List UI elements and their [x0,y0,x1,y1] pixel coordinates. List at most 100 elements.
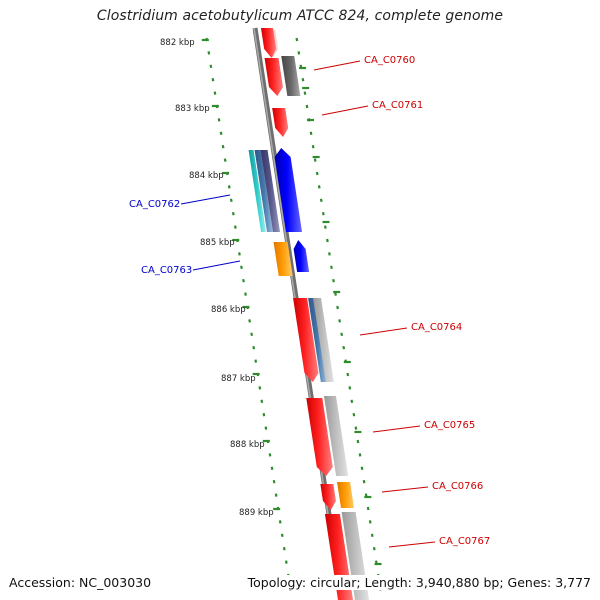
gene-label-leader [359,327,408,336]
gene-feature [337,482,355,508]
kbp-label: 886 kbp [211,305,246,315]
tick-dot [340,332,344,337]
tick-dot [366,506,370,511]
gene-label[interactable]: CA_C0764 [411,322,462,333]
tick-dot [252,345,256,350]
gene-label[interactable]: CA_C0766 [432,481,483,492]
gene-feature [323,396,349,476]
tick-dot [323,225,327,229]
tick-dot [328,252,331,256]
tick-dot [280,533,284,538]
gene-feature [264,58,283,96]
kbp-label: 889 kbp [239,508,274,518]
tick-dot [336,305,339,310]
gene-label[interactable]: CA_C0761 [372,100,423,111]
tick-dot [268,453,272,457]
tick-dot [244,292,247,296]
tick-dot [368,520,372,524]
tick-dot [240,265,243,270]
tick-dot [227,185,231,189]
tick-dot [270,466,274,471]
kbp-label: 887 kbp [221,374,256,384]
tick-dot [326,238,329,243]
gene-feature [254,150,274,232]
tick-dot [319,198,323,203]
gene-label-leader [313,60,361,71]
tick-dot [278,520,282,524]
gene-feature [293,298,319,382]
gene-label-leader [372,425,421,433]
tick-dot [284,560,288,564]
genome-stats-text: Topology: circular; Length: 3,940,880 bp… [245,575,591,590]
tick-dot [272,479,276,484]
tick-dot [350,399,354,404]
kbp-label: 888 kbp [230,440,265,450]
tick-dot [248,319,251,323]
gene-feature [274,148,303,232]
tick-dot [309,131,313,136]
tick-dot [317,185,321,189]
gene-labels: CA_C0760 CA_C0761 CA_C0762 CA_C0763 CA_C0764… [129,55,490,548]
tick-dot [342,345,346,350]
tick-dot [233,225,237,229]
tick-dot [254,359,258,363]
gene-features [248,28,369,600]
gene-label[interactable]: CA_C0760 [364,55,415,66]
gene-label-leader [192,260,241,271]
tick-dot [260,399,264,404]
tick-dot [219,131,223,136]
tick-dot [217,118,221,122]
gene-feature [308,298,327,382]
kbp-scale-labels: 882 kbp 883 kbp 884 kbp 885 kbp 886 kbp 887 k… [160,38,274,585]
tick-dot [360,466,364,471]
tick-dot [231,211,235,216]
gene-label-leader [388,541,436,548]
tick-dot [370,533,374,538]
tick-dot [358,453,362,457]
gene-feature [293,240,310,272]
tick-dot [301,77,305,82]
gene-feature [272,108,289,137]
tick-dot [313,158,317,162]
gene-feature [306,398,333,476]
gene-label[interactable]: CA_C0767 [439,536,490,547]
tick-dot [223,158,227,162]
gene-label-leader [180,194,231,205]
tick-dot [213,91,217,95]
gene-feature [260,150,281,232]
tick-dot [282,546,286,551]
tick-dot [297,51,301,55]
tick-dot [211,77,215,82]
kbp-label: 882 kbp [160,38,195,48]
tick-dot [274,493,278,497]
tick-dot [221,144,225,149]
tick-dot [352,412,356,417]
tick-dot [362,479,366,484]
tick-dot [338,319,341,323]
tick-dot [238,252,241,256]
genome-title: Clostridium acetobutylicum ATCC 824, com… [96,8,504,24]
tick-dot [229,198,233,203]
tick-dot [305,104,309,109]
tick-dot [321,211,325,216]
gene-label[interactable]: CA_C0763 [141,265,192,276]
tick-dot [303,91,307,95]
gene-feature [281,56,301,96]
tick-dot [354,426,358,430]
tick-dot [242,278,245,283]
inner-tick-ring [201,37,292,591]
tick-dot [250,332,254,337]
gene-label[interactable]: CA_C0765 [424,420,475,431]
tick-dot [372,546,376,551]
tick-dot [295,37,299,42]
gene-label[interactable]: CA_C0762 [129,199,180,210]
gene-feature [273,242,293,276]
kbp-label: 883 kbp [175,104,210,114]
tick-dot [258,386,262,390]
outer-tick-ring [295,37,382,591]
tick-dot [315,171,319,176]
gene-feature [261,28,277,58]
tick-dot [348,386,352,390]
